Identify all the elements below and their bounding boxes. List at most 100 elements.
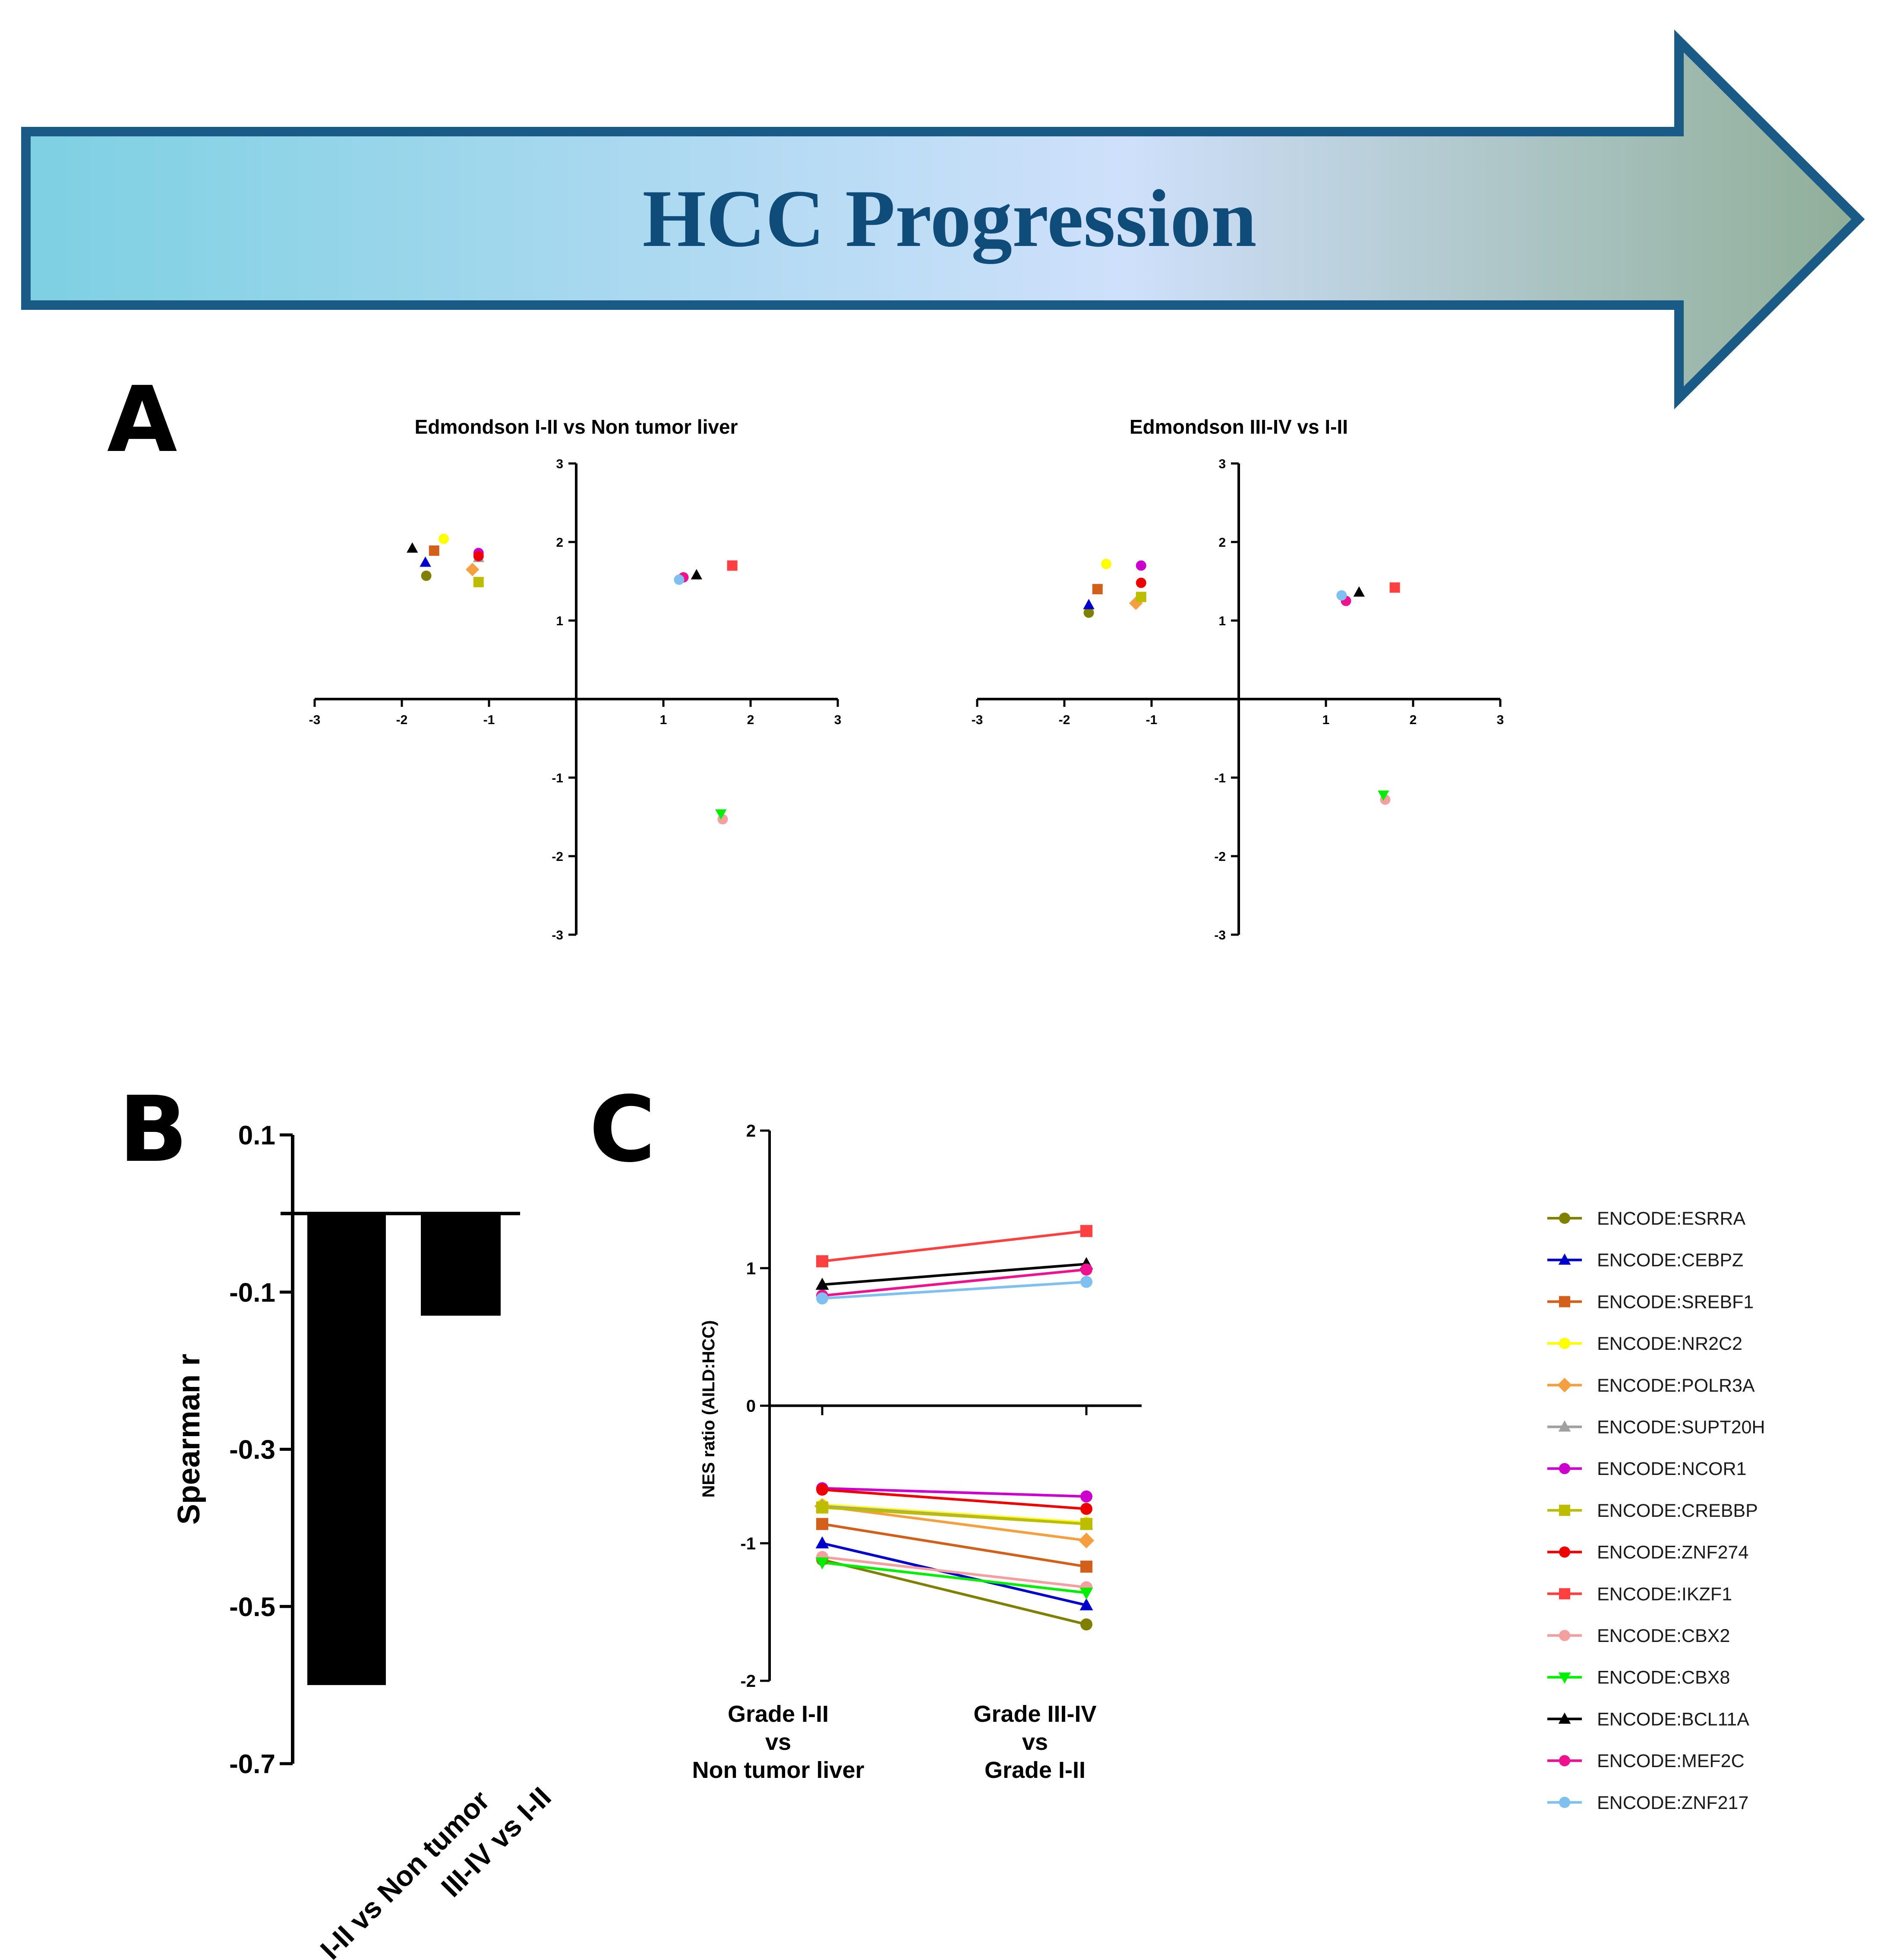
data-point-srebf1: [429, 545, 439, 556]
data-point-nr2c2: [438, 533, 449, 544]
series-line-nr2c2: [822, 1503, 1087, 1524]
x-tick-label: 1: [660, 713, 667, 727]
legend-marker: [1558, 1253, 1571, 1265]
series-line-cbx2: [822, 1556, 1087, 1589]
legend-item-mef2c: ENCODE:MEF2C: [1547, 1751, 1745, 1771]
legend-marker: [1559, 1338, 1570, 1349]
legend-marker: [1559, 1296, 1570, 1308]
y-tick-label: 2: [1218, 536, 1226, 550]
data-point-ikzf1: [816, 1255, 828, 1267]
data-point-cbx8: [1378, 790, 1389, 801]
series-line-znf274: [822, 1488, 1087, 1510]
legend-label: ENCODE:NCOR1: [1597, 1459, 1746, 1479]
y-tick-label: -0.7: [229, 1749, 275, 1779]
scatter-title: Edmondson I-II vs Non tumor liver: [415, 416, 738, 438]
legend-label: ENCODE:POLR3A: [1597, 1375, 1755, 1396]
legend-item-nr2c2: ENCODE:NR2C2: [1547, 1333, 1742, 1354]
data-point-crebbp: [473, 577, 484, 587]
legend-label: ENCODE:CBX8: [1597, 1667, 1730, 1688]
data-point-cbx8: [1079, 1588, 1093, 1600]
data-point-cebpz: [815, 1536, 829, 1549]
series-line-znf217: [822, 1280, 1087, 1300]
y-tick-label: -1: [552, 771, 563, 785]
y-tick-label: -1: [740, 1534, 756, 1553]
legend-label: ENCODE:CEBPZ: [1597, 1250, 1743, 1271]
x-tick-label: 3: [1497, 713, 1504, 727]
x-tick-label: 1: [1322, 713, 1330, 727]
series-line-ikzf1: [822, 1229, 1087, 1263]
legend-item-ikzf1: ENCODE:IKZF1: [1547, 1584, 1732, 1604]
y-tick-label: -0.1: [229, 1278, 275, 1308]
legend-marker: [1559, 1630, 1570, 1641]
legend-label: ENCODE:ESRRA: [1597, 1208, 1745, 1229]
data-point-srebf1: [1080, 1560, 1092, 1573]
legend-marker: [1557, 1377, 1572, 1393]
data-point-polr3a: [466, 563, 480, 577]
x-tick-label: 3: [834, 713, 842, 727]
series-line-bcl11a: [822, 1263, 1087, 1286]
legend-marker: [1559, 1755, 1570, 1767]
y-tick-label: -3: [1214, 928, 1226, 942]
y-tick-label: 2: [556, 536, 563, 550]
x-tick-label: -2: [1059, 713, 1070, 727]
data-point-ikzf1: [1389, 582, 1400, 593]
legend-item-znf217: ENCODE:ZNF217: [1547, 1793, 1748, 1813]
series-line-polr3a: [822, 1505, 1087, 1542]
legend-item-srebf1: ENCODE:SREBF1: [1547, 1292, 1754, 1312]
y-tick-label: -0.3: [229, 1435, 275, 1465]
panel-label-b: B: [119, 1077, 188, 1182]
x-tick-label: -3: [972, 713, 983, 727]
y-tick-label: -0.5: [229, 1592, 275, 1622]
legend-item-bcl11a: ENCODE:BCL11A: [1547, 1709, 1749, 1730]
legend-label: ENCODE:SUPT20H: [1597, 1417, 1765, 1438]
legend-label: ENCODE:SREBF1: [1597, 1292, 1754, 1312]
data-point-bcl11a: [407, 542, 418, 553]
legend-marker: [1559, 1546, 1570, 1558]
data-point-znf274: [1136, 577, 1146, 588]
banner-arrow-shape: [21, 29, 1865, 410]
progression-banner: HCC Progression: [21, 29, 1865, 410]
scatter-title: Edmondson III-IV vs I-II: [1130, 416, 1348, 438]
legend-label: ENCODE:NR2C2: [1597, 1333, 1742, 1354]
x-category-label: Grade III-IV: [973, 1701, 1096, 1727]
x-tick-label: 2: [1410, 713, 1417, 727]
data-point-esrra: [1083, 607, 1094, 618]
series-line-srebf1: [822, 1522, 1087, 1568]
y-axis-label: NES ratio (AILD:HCC): [699, 1320, 718, 1497]
x-tick-label: -1: [483, 713, 495, 727]
x-category-label: Non tumor liver: [692, 1757, 864, 1783]
data-point-ncor1: [1080, 1490, 1092, 1503]
legend-item-crebbp: ENCODE:CREBBP: [1547, 1500, 1758, 1521]
scatter-plot-grade-iii-iv: Edmondson III-IV vs I-II -3 -2 -1 1 2 3 3 2 1 -1 -…: [972, 416, 1504, 942]
series-line-cbx8: [822, 1561, 1087, 1594]
bar-chart-spearman: Spearman r 0.1-0.1-0.3-0.5-0.7I-II vs No…: [172, 1121, 557, 1960]
legend-label: ENCODE:ZNF217: [1597, 1793, 1748, 1813]
legend-item-esrra: ENCODE:ESRRA: [1547, 1208, 1745, 1229]
data-point-znf274: [1080, 1503, 1092, 1515]
banner-title: HCC Progression: [642, 173, 1256, 264]
y-tick-label: 2: [746, 1122, 756, 1141]
data-point-crebbp: [1136, 592, 1146, 602]
y-tick-label: 1: [556, 614, 563, 628]
data-point-ikzf1: [1080, 1225, 1092, 1237]
data-point-znf217: [674, 574, 685, 585]
data-point-esrra: [1080, 1618, 1092, 1631]
series-line-mef2c: [822, 1268, 1087, 1297]
series-line-ncor1: [822, 1487, 1087, 1498]
data-point-znf274: [816, 1483, 828, 1496]
y-tick-label: -2: [1214, 850, 1226, 864]
legend-marker: [1559, 1504, 1570, 1516]
y-tick-label: 3: [556, 457, 563, 471]
data-point-znf217: [1336, 590, 1347, 601]
legend-label: ENCODE:IKZF1: [1597, 1584, 1732, 1604]
legend-label: ENCODE:ZNF274: [1597, 1542, 1748, 1563]
panel-label-a: A: [107, 367, 177, 473]
panel-label-c: C: [589, 1077, 656, 1182]
legend-marker: [1559, 1796, 1570, 1808]
data-point-znf217: [1080, 1276, 1092, 1288]
legend-marker: [1559, 1463, 1570, 1475]
y-tick-label: 3: [1218, 457, 1226, 471]
data-point-cebpz: [420, 556, 431, 567]
y-tick-label: -2: [552, 850, 563, 864]
